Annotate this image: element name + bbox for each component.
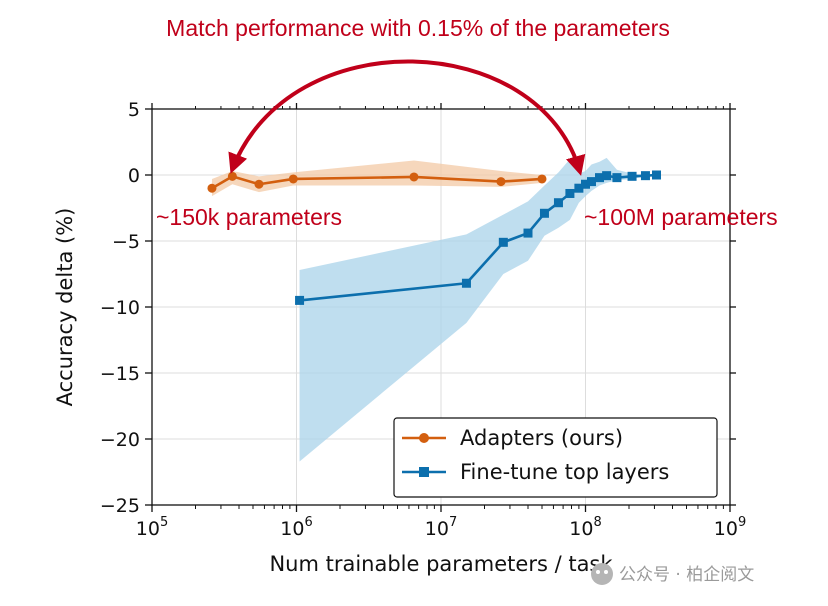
data-point-finetune	[586, 177, 596, 187]
legend-label-adapters: Adapters (ours)	[460, 426, 623, 450]
data-point-finetune	[627, 171, 637, 181]
watermark-icon-eye-right	[604, 570, 608, 574]
data-point-finetune	[461, 278, 471, 288]
y-tick-label: −15	[100, 363, 140, 385]
x-tick-label: 105	[136, 515, 168, 540]
watermark-icon	[591, 563, 613, 585]
data-point-finetune	[539, 208, 549, 218]
data-point-adapters	[207, 183, 217, 193]
x-tick-label: 107	[425, 515, 457, 540]
watermark-text: 公众号 · 柏企阅文	[619, 565, 754, 585]
y-tick-label: −20	[100, 429, 140, 451]
data-point-adapters	[254, 179, 264, 189]
y-tick-label: 0	[128, 165, 140, 187]
comparison-arrow	[228, 59, 586, 176]
data-point-adapters	[227, 171, 237, 181]
y-tick-label: 5	[128, 99, 140, 121]
data-point-finetune	[612, 173, 622, 183]
x-tick-label: 108	[569, 515, 601, 540]
data-point-adapters	[537, 174, 547, 184]
headline-annotation: Match performance with 0.15% of the para…	[166, 15, 670, 41]
x-axis-label: Num trainable parameters / task	[269, 552, 613, 576]
data-point-finetune	[295, 295, 305, 305]
watermark: 公众号 · 柏企阅文	[591, 563, 754, 585]
data-point-finetune	[640, 171, 650, 181]
data-point-finetune	[602, 171, 612, 181]
confidence-band-finetune	[299, 157, 657, 462]
legend: Adapters (ours) Fine-tune top layers	[393, 417, 718, 498]
data-point-finetune	[565, 188, 575, 198]
watermark-icon-eye-left	[596, 570, 600, 574]
right-annotation: ~100M parameters	[584, 204, 778, 230]
y-tick-label: −25	[100, 495, 140, 517]
data-point-finetune	[652, 170, 662, 180]
data-point-adapters	[288, 174, 298, 184]
legend-box	[393, 417, 718, 498]
data-point-adapters	[496, 177, 506, 187]
legend-label-finetune: Fine-tune top layers	[460, 460, 669, 484]
left-annotation: ~150k parameters	[156, 204, 342, 230]
y-tick-label: −10	[100, 297, 140, 319]
x-tick-label: 106	[280, 515, 312, 540]
y-axis-label: Accuracy delta (%)	[53, 208, 77, 407]
data-point-finetune	[553, 198, 563, 208]
y-tick-label: −5	[112, 231, 140, 253]
axis-ticks: 105 106 107 108 109 5 0 −5 −10 −15 −20 −25	[100, 99, 746, 540]
legend-marker-adapters	[419, 433, 429, 443]
data-point-finetune	[574, 183, 584, 193]
data-point-finetune	[498, 237, 508, 247]
legend-marker-finetune	[419, 467, 429, 477]
data-point-finetune	[595, 173, 605, 183]
data-point-adapters	[409, 172, 419, 182]
x-tick-label: 109	[714, 515, 746, 540]
data-point-finetune	[523, 228, 533, 238]
data-point-finetune	[581, 179, 590, 189]
